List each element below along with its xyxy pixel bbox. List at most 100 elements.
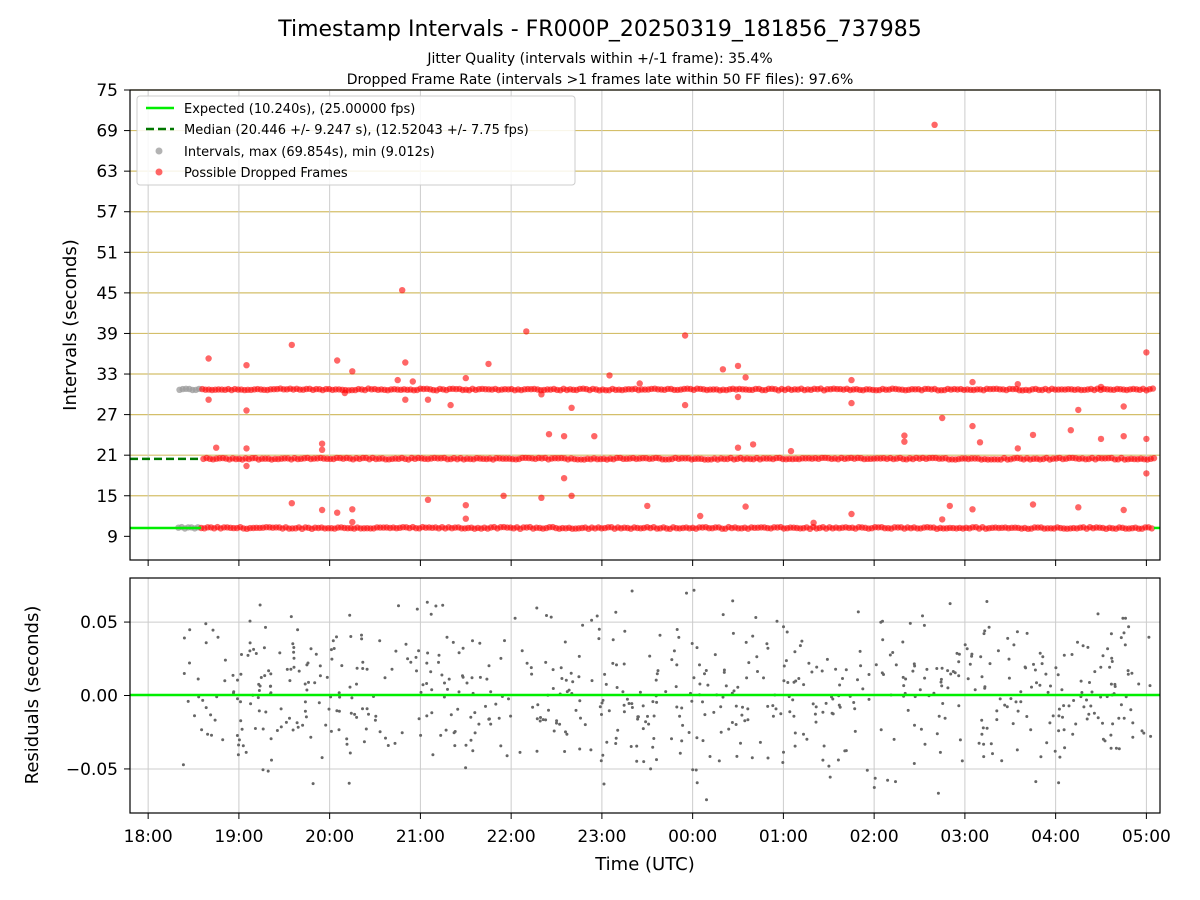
residual-point [1093, 670, 1097, 674]
residual-point [365, 667, 369, 671]
residual-point [269, 691, 273, 695]
residual-point [471, 749, 475, 753]
residual-point [642, 760, 646, 764]
residual-point [1142, 731, 1146, 735]
residual-point [253, 727, 257, 730]
residual-point [918, 688, 922, 692]
residual-point [853, 707, 857, 711]
residual-point [536, 703, 540, 707]
residual-point [264, 710, 268, 714]
residual-point [236, 753, 240, 757]
residual-point [941, 702, 945, 705]
x-tick-label: 03:00 [940, 827, 989, 847]
residual-point [802, 732, 805, 736]
residual-point [891, 651, 895, 654]
residual-point [991, 752, 994, 756]
residual-point [694, 768, 698, 772]
residual-point [985, 600, 989, 603]
residual-point [630, 706, 634, 709]
residual-point [552, 729, 556, 733]
residual-point [607, 709, 611, 713]
dropped-frame-point [1148, 525, 1156, 532]
residual-point [579, 716, 582, 720]
residual-point [1117, 747, 1121, 751]
dropped-frame-point [538, 494, 545, 501]
residual-point [856, 610, 860, 614]
residual-point [939, 680, 943, 684]
residual-point [569, 671, 573, 675]
residual-point [810, 670, 814, 674]
residual-point [674, 685, 678, 689]
chart-subtitle-dropped: Dropped Frame Rate (intervals >1 frames … [347, 72, 854, 88]
residual-point [355, 715, 359, 719]
residual-point [651, 745, 655, 749]
residual-point [1096, 612, 1100, 616]
residual-point [393, 741, 397, 745]
residual-point [456, 707, 460, 711]
residual-point [291, 642, 295, 646]
residual-point [470, 676, 474, 680]
residual-point [636, 717, 640, 721]
residual-point [703, 713, 707, 717]
residual-point [364, 727, 368, 731]
residual-point [791, 698, 795, 702]
residual-point [367, 712, 370, 716]
residual-point [444, 728, 448, 732]
residual-point [614, 742, 618, 745]
residual-point [289, 667, 293, 671]
residual-point [988, 662, 992, 666]
dropped-frame-point [205, 355, 212, 362]
residual-point [701, 739, 705, 743]
residual-point [487, 664, 491, 668]
residual-point [278, 651, 282, 655]
residual-point [792, 714, 796, 718]
residual-point [827, 764, 831, 768]
residual-point [1101, 721, 1104, 725]
residual-point [805, 737, 809, 741]
dropped-frame-point [1097, 435, 1105, 443]
dropped-frame-point [734, 444, 742, 451]
residual-point [982, 742, 986, 746]
dropped-frame-point [939, 414, 946, 422]
residual-point [349, 711, 353, 715]
residual-point [590, 679, 594, 683]
residual-point [355, 682, 358, 686]
residual-point [578, 699, 582, 703]
residual-point [704, 669, 708, 672]
residual-point [558, 722, 562, 726]
residual-point [963, 643, 967, 647]
residual-point [489, 690, 493, 694]
residual-point [347, 781, 351, 785]
residual-point [236, 678, 239, 682]
residual-point [798, 644, 802, 648]
residual-point [1090, 690, 1094, 694]
x-axis-label: Time (UTC) [594, 854, 695, 875]
residual-point [590, 618, 594, 622]
residual-point [638, 690, 642, 694]
residual-point [497, 716, 501, 720]
residual-point [551, 668, 555, 672]
residual-point [1003, 703, 1007, 707]
residual-point [417, 649, 421, 653]
residual-point [355, 666, 359, 670]
legend-dropped-swatch [155, 168, 163, 176]
residual-point [735, 754, 739, 758]
residual-point [602, 782, 606, 786]
residual-point [754, 616, 758, 619]
residual-point [1082, 705, 1086, 709]
dropped-frame-point [349, 368, 356, 375]
dropped-frame-point [349, 518, 356, 526]
residual-point [977, 741, 981, 745]
residual-point [240, 653, 243, 656]
residual-point [892, 737, 896, 741]
residual-point [807, 661, 811, 665]
residual-point [654, 678, 658, 682]
residual-point [296, 628, 300, 632]
residual-point [303, 682, 307, 686]
dropped-frame-point [318, 440, 326, 447]
residual-point [680, 706, 684, 710]
residual-point [345, 737, 349, 741]
residual-point [275, 729, 279, 732]
residual-point [603, 672, 607, 676]
residual-point [1081, 644, 1085, 648]
